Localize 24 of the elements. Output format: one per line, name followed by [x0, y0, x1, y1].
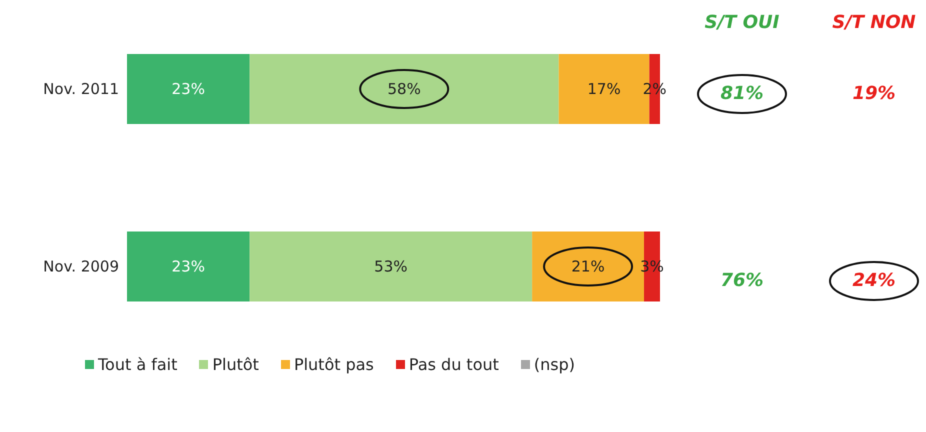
text: 24%	[851, 270, 897, 292]
data-label: 21%	[571, 258, 605, 276]
y-tick-label: Nov. 2011	[43, 80, 119, 98]
bar	[127, 232, 250, 302]
data-label: 2%	[642, 80, 667, 98]
text: 19%	[851, 82, 897, 104]
data-label: 17%	[587, 80, 621, 98]
bar	[250, 232, 532, 302]
data-label: 53%	[374, 258, 408, 276]
bar	[127, 54, 250, 124]
text: 76%	[719, 270, 765, 292]
y-tick-label: Nov. 2009	[43, 258, 119, 276]
legend-label: Plutôt	[211, 355, 259, 374]
data-label: 23%	[172, 80, 205, 98]
legend-label: (nsp)	[532, 355, 576, 374]
legend-label: Tout à fait	[96, 355, 178, 374]
text: S/T OUI	[704, 12, 780, 33]
text: 81%	[719, 82, 765, 104]
data-label: 58%	[387, 80, 421, 98]
text: S/T NON	[831, 12, 917, 33]
legend-label: Pas du tout	[408, 355, 499, 374]
data-label: 23%	[172, 258, 205, 276]
bar	[250, 54, 559, 124]
legend-label: Plutôt pas	[292, 355, 374, 374]
